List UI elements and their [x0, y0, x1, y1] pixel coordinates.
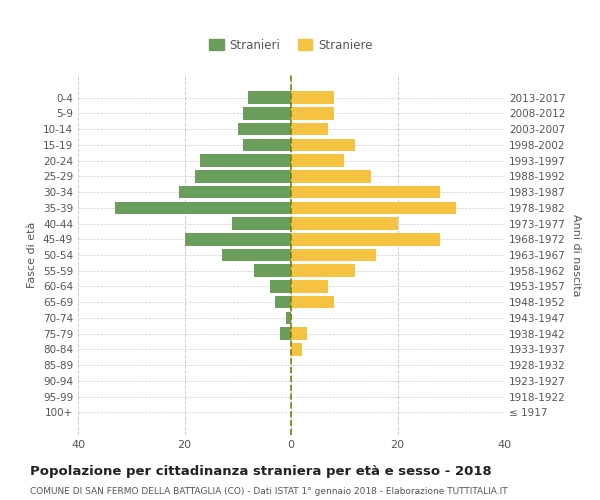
Bar	[222, 248, 291, 262]
Bar	[291, 264, 355, 277]
Bar	[238, 123, 291, 136]
Y-axis label: Anni di nascita: Anni di nascita	[571, 214, 581, 296]
Bar	[115, 202, 291, 214]
Bar	[291, 154, 344, 167]
Text: Popolazione per cittadinanza straniera per età e sesso - 2018: Popolazione per cittadinanza straniera p…	[30, 465, 492, 478]
Bar	[291, 107, 334, 120]
Bar	[195, 170, 291, 182]
Bar	[291, 296, 334, 308]
Bar	[280, 328, 291, 340]
Bar	[291, 280, 328, 293]
Bar	[254, 264, 291, 277]
Bar	[243, 107, 291, 120]
Bar	[248, 92, 291, 104]
Bar	[291, 170, 371, 182]
Bar	[291, 92, 334, 104]
Bar	[291, 138, 355, 151]
Bar	[179, 186, 291, 198]
Bar	[232, 217, 291, 230]
Bar	[291, 123, 328, 136]
Bar	[185, 233, 291, 245]
Y-axis label: Fasce di età: Fasce di età	[28, 222, 37, 288]
Bar	[270, 280, 291, 293]
Bar	[291, 328, 307, 340]
Text: COMUNE DI SAN FERMO DELLA BATTAGLIA (CO) - Dati ISTAT 1° gennaio 2018 - Elaboraz: COMUNE DI SAN FERMO DELLA BATTAGLIA (CO)…	[30, 488, 508, 496]
Bar	[275, 296, 291, 308]
Bar	[291, 217, 398, 230]
Bar	[243, 138, 291, 151]
Legend: Stranieri, Straniere: Stranieri, Straniere	[205, 34, 377, 56]
Bar	[291, 248, 376, 262]
Bar	[291, 233, 440, 245]
Bar	[200, 154, 291, 167]
Bar	[286, 312, 291, 324]
Bar	[291, 202, 456, 214]
Bar	[291, 186, 440, 198]
Bar	[291, 343, 302, 355]
